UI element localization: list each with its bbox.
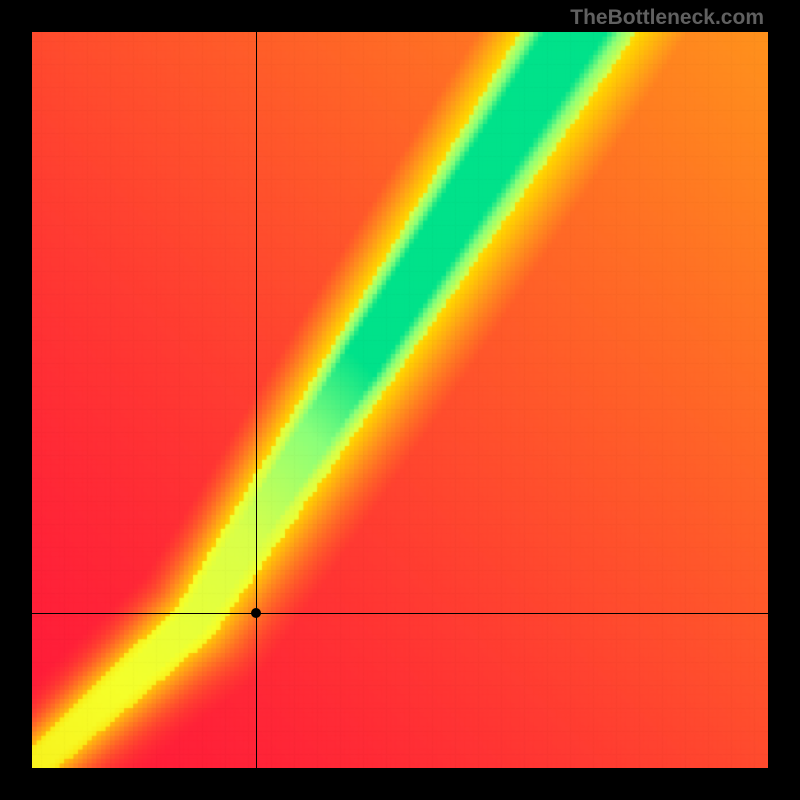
chart-container: { "watermark": "TheBottleneck.com", "lay… bbox=[0, 0, 800, 800]
watermark-text: TheBottleneck.com bbox=[570, 6, 764, 30]
crosshair-vertical bbox=[256, 32, 257, 768]
heatmap-plot bbox=[32, 32, 768, 768]
heatmap-canvas bbox=[32, 32, 768, 768]
crosshair-horizontal bbox=[32, 613, 768, 614]
data-point-marker bbox=[251, 608, 261, 618]
